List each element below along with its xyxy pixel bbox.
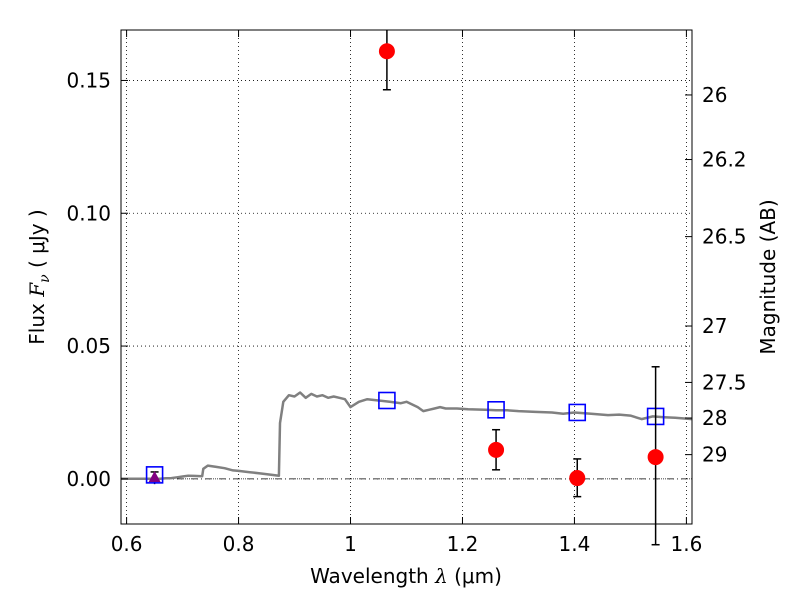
model-photometry-point: [487, 400, 505, 419]
y-axis-title-prefix: Flux: [25, 303, 49, 345]
y-axis-title: Flux Fν ( μJy ): [25, 209, 53, 344]
y-tick-label: 0.00: [66, 467, 111, 491]
observed-point: [378, 43, 395, 60]
y2-tick-label: 26.5: [702, 225, 747, 249]
x-axis-title: Wavelength λ (μm): [310, 564, 502, 588]
x-tick-label: 0.6: [111, 532, 143, 556]
tick-marks: [121, 30, 692, 524]
upper-limit-marker: [148, 471, 161, 483]
model-sed-line: [121, 391, 693, 481]
x-axis-title-symbol: λ: [434, 564, 448, 588]
model-photometry-point: [145, 466, 164, 484]
plot-frame: [120, 29, 693, 525]
observed-point: [647, 449, 664, 466]
x-tick-label: 1.2: [447, 532, 479, 556]
y2-tick-label: 26.2: [702, 148, 747, 172]
data-points-group: [145, 30, 665, 546]
y-tick-label: 0.10: [66, 201, 111, 225]
y2-tick-label: 28: [702, 406, 727, 430]
y-tick-label: 0.05: [66, 334, 111, 358]
model-sed-group: [121, 391, 693, 481]
y2-axis-title: Magnitude (AB): [756, 199, 780, 354]
y-axis-title-subscript: ν: [37, 274, 53, 283]
y2-tick-label: 27: [702, 314, 727, 338]
y2-tick-label: 26: [702, 83, 727, 107]
x-axis-title-prefix: Wavelength: [310, 564, 429, 588]
y-axis-title-unit: ( μJy ): [25, 209, 49, 268]
model-photometry-point: [568, 403, 587, 422]
tick-labels: 0.6 0.8 1 1.2 1.4 1.6 0.00 0.05 0.10 0.15 26 26.2 26…: [66, 68, 746, 556]
model-photometry-point: [378, 391, 396, 410]
x-tick-label: 1.4: [559, 532, 591, 556]
x-tick-label: 1.6: [670, 532, 702, 556]
y-axis-title-symbol: F: [25, 282, 49, 298]
x-tick-label: 0.8: [223, 532, 255, 556]
y2-tick-label: 27.5: [702, 370, 747, 394]
y-tick-label: 0.15: [66, 68, 111, 92]
observed-point: [569, 470, 586, 487]
y2-tick-label: 29: [702, 443, 727, 467]
observed-point: [488, 441, 505, 458]
x-axis-title-unit: (μm): [454, 564, 502, 588]
x-tick-label: 1: [344, 532, 357, 556]
